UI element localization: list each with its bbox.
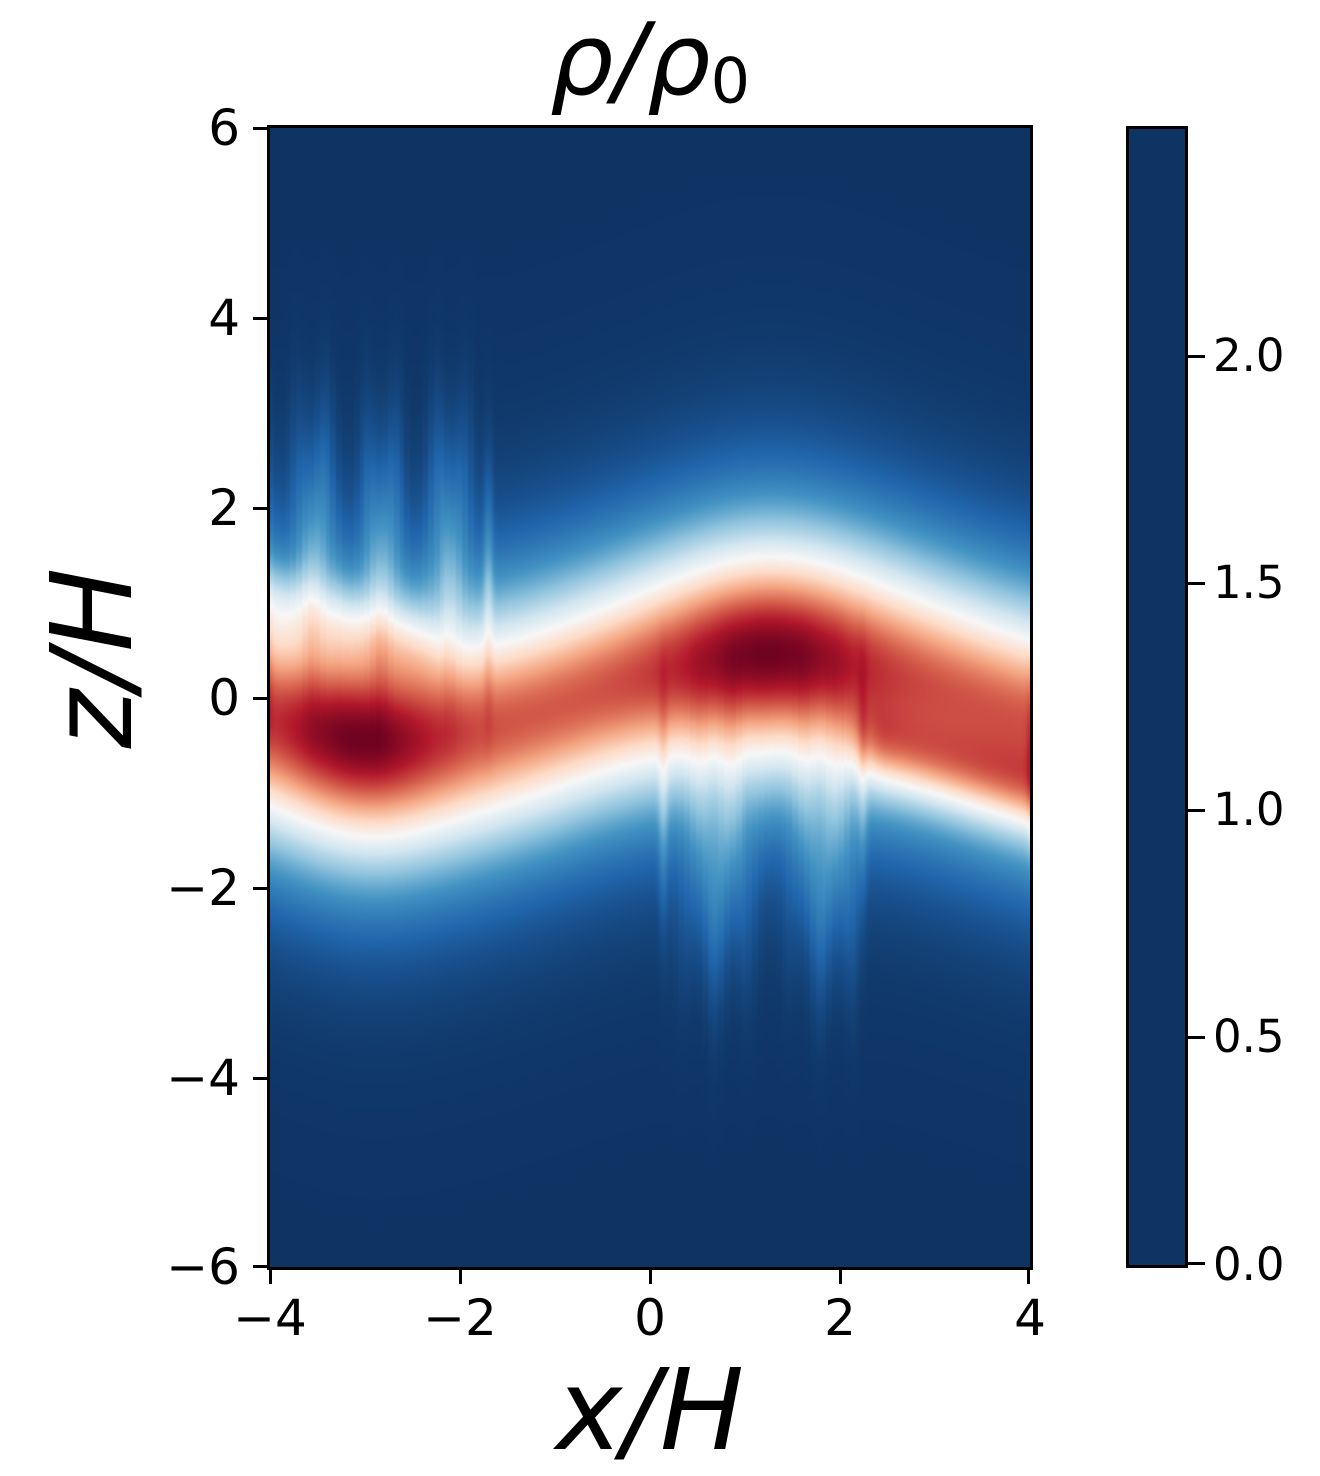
y-tick-mark [253, 317, 268, 320]
y-tick-mark [253, 1265, 268, 1268]
colorbar-tick-label: 1.5 [1213, 556, 1285, 609]
colorbar-tick-label: 2.0 [1213, 329, 1285, 382]
x-tick-mark [459, 1269, 462, 1284]
colorbar-tick-mark [1188, 809, 1205, 812]
y-tick-label: 6 [208, 99, 240, 157]
colorbar-tick-label: 0.5 [1213, 1010, 1285, 1063]
colorbar-tick-mark [1188, 582, 1205, 585]
y-tick-label: 0 [208, 669, 240, 727]
y-tick-mark [253, 697, 268, 700]
y-tick-label: −6 [166, 1238, 240, 1296]
y-tick-mark [253, 127, 268, 130]
x-tick-label: 2 [824, 1289, 856, 1347]
y-tick-label: −2 [166, 859, 240, 917]
x-tick-label: −2 [423, 1289, 497, 1347]
plot-title-subscript: 0 [710, 44, 751, 118]
x-axis-label: x/H [555, 1346, 745, 1476]
colorbar-tick-mark [1188, 1262, 1205, 1265]
colorbar-tick-mark [1188, 1036, 1205, 1039]
plot-title-main: ρ/ρ [549, 1, 711, 118]
x-tick-mark [839, 1269, 842, 1284]
colorbar-tick-label: 0.0 [1213, 1238, 1285, 1291]
x-tick-label: 0 [634, 1289, 666, 1347]
x-tick-label: −4 [233, 1289, 307, 1347]
x-tick-mark [269, 1269, 272, 1284]
y-tick-label: 4 [208, 289, 240, 347]
y-axis-label: z/H [28, 567, 158, 749]
colorbar [1126, 126, 1188, 1268]
y-tick-mark [253, 507, 268, 510]
y-tick-label: 2 [208, 479, 240, 537]
x-tick-mark [649, 1269, 652, 1284]
y-tick-mark [253, 887, 268, 890]
x-tick-label: 4 [1014, 1289, 1046, 1347]
density-heatmap [270, 128, 1030, 1267]
y-tick-mark [253, 1077, 268, 1080]
colorbar-tick-mark [1188, 355, 1205, 358]
x-tick-mark [1027, 1269, 1030, 1284]
colorbar-tick-label: 1.0 [1213, 783, 1285, 836]
plot-title: ρ/ρ0 [270, 0, 1030, 134]
y-tick-label: −4 [166, 1049, 240, 1107]
